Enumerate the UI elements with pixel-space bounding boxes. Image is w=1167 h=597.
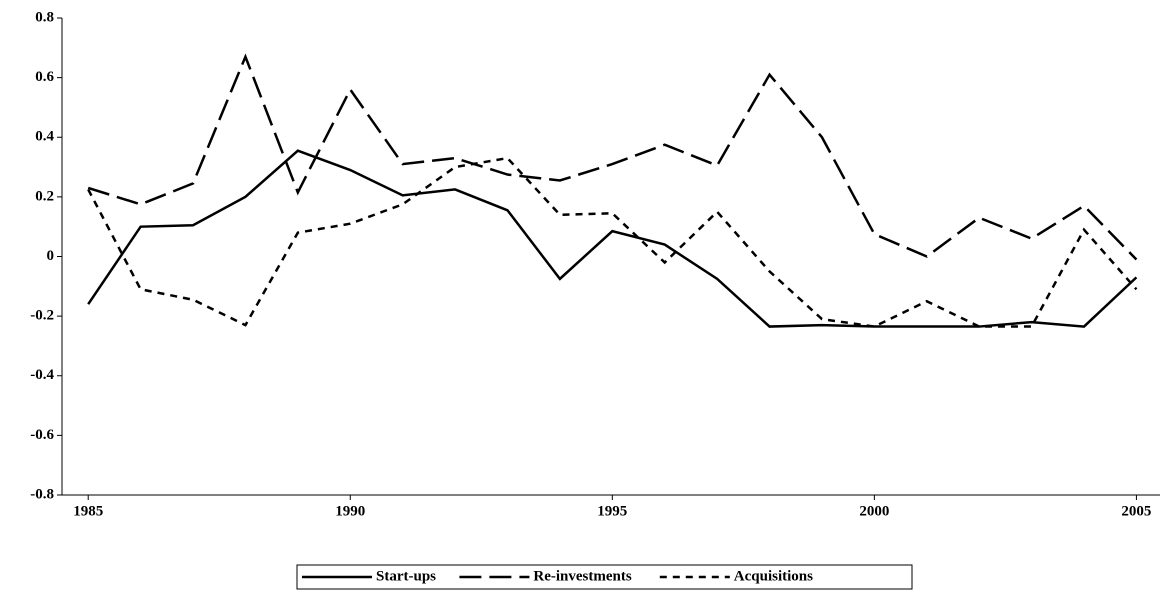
legend-label: Start-ups xyxy=(376,568,436,584)
y-tick-label: 0 xyxy=(47,248,55,264)
y-tick-label: -0.8 xyxy=(30,486,54,502)
y-tick-label: 0.2 xyxy=(35,188,54,204)
y-tick-label: 0.6 xyxy=(35,69,54,85)
x-tick-label: 2000 xyxy=(859,503,889,519)
legend-label: Acquisitions xyxy=(734,568,813,584)
series-line xyxy=(87,149,1138,328)
x-tick-label: 2005 xyxy=(1121,503,1151,519)
x-tick-label: 1990 xyxy=(335,503,365,519)
legend-label: Re-investments xyxy=(533,568,631,584)
series-line xyxy=(87,53,1138,261)
x-tick-label: 1985 xyxy=(73,503,103,519)
y-tick-label: -0.4 xyxy=(30,367,54,383)
y-tick-label: -0.6 xyxy=(30,427,54,443)
y-tick-label: 0.8 xyxy=(35,9,54,25)
y-tick-label: 0.4 xyxy=(35,129,54,145)
x-tick-label: 1995 xyxy=(597,503,627,519)
series-line xyxy=(87,156,1138,328)
legend-box xyxy=(296,564,913,590)
y-tick-label: -0.2 xyxy=(30,308,54,324)
